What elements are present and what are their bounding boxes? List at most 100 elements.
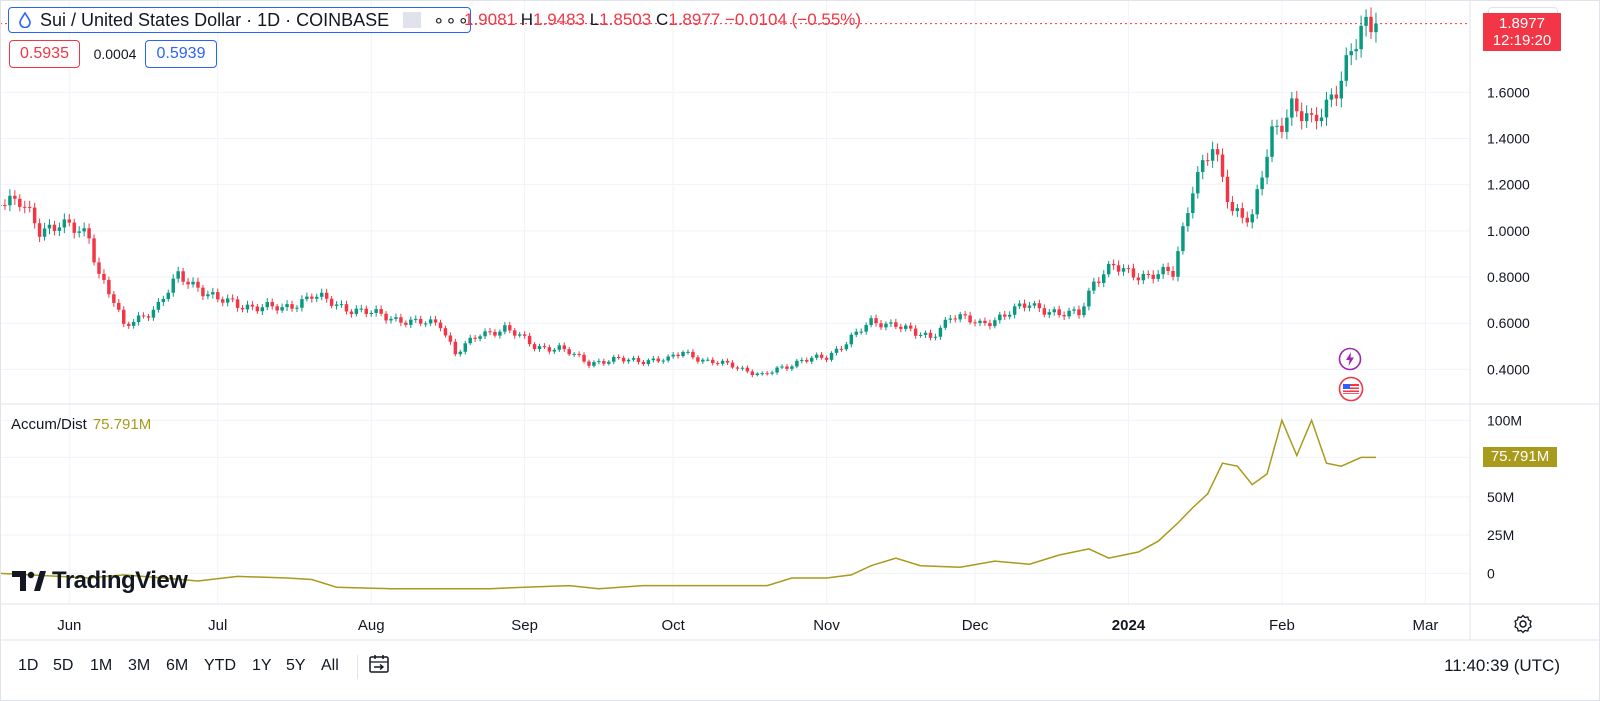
range-all[interactable]: All xyxy=(321,657,339,674)
candle xyxy=(1290,92,1294,126)
candle xyxy=(1111,259,1116,271)
candle xyxy=(1374,12,1378,43)
indicator-legend[interactable]: Accum/Dist 75.791M xyxy=(11,416,151,433)
candle xyxy=(399,313,403,327)
lightning-icon[interactable] xyxy=(1338,347,1362,371)
candle xyxy=(720,358,725,366)
candle xyxy=(423,321,428,328)
candle xyxy=(141,312,146,319)
candle xyxy=(1245,211,1250,227)
range-5y[interactable]: 5Y xyxy=(286,657,306,674)
candle xyxy=(681,350,685,358)
candle xyxy=(359,304,364,313)
price-tick-label: 1.2000 xyxy=(1487,177,1530,193)
candle xyxy=(334,301,339,310)
candle xyxy=(1156,269,1160,282)
ask-button[interactable]: 0.5939 xyxy=(145,40,217,68)
time-tick-label: 2024 xyxy=(1112,617,1146,634)
candle xyxy=(493,329,497,338)
ad-tick-label: 25M xyxy=(1487,527,1514,543)
candle xyxy=(1230,196,1235,216)
candle xyxy=(37,218,42,243)
candle-layer xyxy=(0,7,1378,378)
high-value: 1.9483 xyxy=(533,10,586,29)
candle xyxy=(879,320,883,330)
low-value: 1.8503 xyxy=(599,10,652,29)
candle xyxy=(62,213,67,234)
range-6m[interactable]: 6M xyxy=(166,657,189,674)
candle xyxy=(894,318,898,330)
ad-layer xyxy=(0,418,1376,590)
range-1d[interactable]: 1D xyxy=(18,657,39,674)
tradingview-logo[interactable]: TradingView xyxy=(12,567,188,595)
more-icon[interactable]: ∘∘∘ xyxy=(433,10,470,30)
candle xyxy=(112,290,116,307)
candle xyxy=(488,328,492,336)
candle xyxy=(324,288,329,303)
candle xyxy=(532,342,537,352)
candle xyxy=(631,355,636,362)
bid-button[interactable]: 0.5935 xyxy=(9,40,80,68)
candle xyxy=(409,316,413,329)
range-ytd[interactable]: YTD xyxy=(204,657,236,674)
candle xyxy=(1265,149,1269,185)
candle xyxy=(805,357,809,364)
candle xyxy=(1131,263,1136,281)
candle xyxy=(3,199,7,210)
candle xyxy=(1067,307,1071,320)
candle xyxy=(42,222,47,241)
candle xyxy=(201,284,205,301)
change-value: −0.0104 (−0.55%) xyxy=(724,10,862,29)
candle xyxy=(691,349,695,360)
range-3m[interactable]: 3M xyxy=(128,657,151,674)
candle xyxy=(592,360,596,368)
candle xyxy=(735,365,740,371)
candle xyxy=(156,298,161,313)
gear-icon[interactable] xyxy=(1513,614,1533,634)
candle xyxy=(1136,273,1141,285)
candle xyxy=(661,358,665,364)
goto-date-icon[interactable] xyxy=(368,653,390,675)
open-value: 1.9081 xyxy=(464,10,516,29)
candle xyxy=(686,349,690,355)
candle xyxy=(166,289,171,302)
grid-layer xyxy=(0,0,1470,604)
candle xyxy=(1116,260,1121,276)
candle xyxy=(923,330,928,339)
bottom-toolbar: 1D 5D 1M 3M 6M YTD 1Y 5Y All 11:40:39 (U… xyxy=(0,647,1600,685)
candle xyxy=(710,357,715,366)
candle xyxy=(740,365,745,371)
utc-clock[interactable]: 11:40:39 (UTC) xyxy=(1444,656,1560,675)
candle xyxy=(527,332,532,347)
candle xyxy=(988,319,992,330)
last-price-tag: 1.8977 12:19:20 xyxy=(1483,12,1561,51)
candle xyxy=(270,298,274,310)
price-tick-label: 1.6000 xyxy=(1487,84,1530,100)
candle xyxy=(52,220,57,236)
candle xyxy=(993,317,997,329)
time-axis[interactable]: Jun Jul Aug Sep Oct Nov Dec 2024 Feb Mar xyxy=(57,617,1438,634)
us-flag-icon[interactable] xyxy=(1338,376,1364,402)
candle xyxy=(983,317,987,326)
exchange-flag xyxy=(403,12,422,28)
range-5d[interactable]: 5D xyxy=(53,657,74,674)
candle xyxy=(1052,306,1056,316)
candle xyxy=(1225,169,1230,209)
candle xyxy=(542,343,547,349)
candle xyxy=(696,355,700,364)
symbol-search[interactable]: Sui / United States Dollar · 1D · COINBA… xyxy=(8,7,471,33)
tradingview-logo-text: TradingView xyxy=(52,567,188,594)
candle xyxy=(92,234,96,266)
ad-axis[interactable]: 0 25M 50M 100M xyxy=(1487,412,1522,581)
candle xyxy=(1295,90,1299,118)
candle xyxy=(750,369,755,378)
range-1m[interactable]: 1M xyxy=(90,657,113,674)
candle xyxy=(656,356,661,364)
candle xyxy=(18,194,22,212)
candle xyxy=(295,305,299,312)
price-axis[interactable]: 0.4000 0.6000 0.8000 1.0000 1.2000 1.4000 1.60… xyxy=(1487,84,1530,377)
candle xyxy=(1077,305,1081,319)
range-1y[interactable]: 1Y xyxy=(252,657,272,674)
candle xyxy=(235,296,240,312)
